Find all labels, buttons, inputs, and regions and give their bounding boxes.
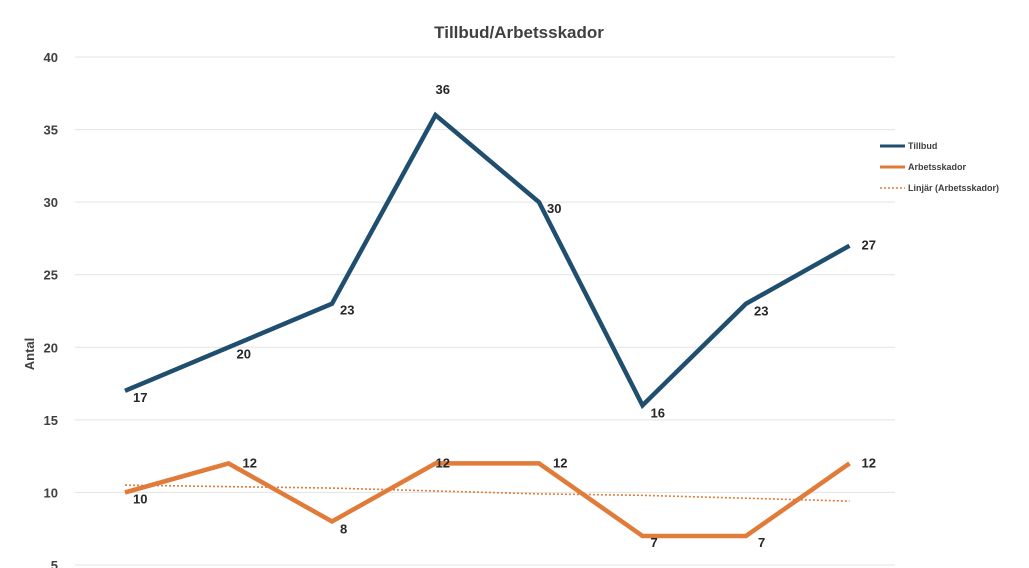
y-tick-label-30: 30 [44, 195, 58, 210]
series-line-tillbud [124, 111, 851, 410]
legend-label: Linjär (Arbetsskador) [908, 183, 999, 193]
y-tick-label-40: 40 [44, 50, 58, 65]
legend-label: Tillbud [908, 141, 937, 151]
series-line-arbetsskador [124, 460, 851, 539]
data-label: 12 [862, 455, 876, 470]
series-lines [124, 111, 851, 539]
data-label: 16 [651, 405, 665, 420]
y-tick-label-25: 25 [44, 268, 58, 283]
y-tick-label-10: 10 [44, 485, 58, 500]
data-label: 12 [243, 455, 257, 470]
y-axis-ticks: 5 10 15 20 25 30 35 40 [44, 50, 58, 568]
data-label: 36 [436, 82, 450, 97]
data-label: 20 [237, 346, 251, 361]
data-label: 17 [133, 390, 147, 405]
y-tick-label-20: 20 [44, 340, 58, 355]
y-tick-label-5: 5 [51, 558, 58, 568]
data-label: 23 [754, 304, 768, 319]
data-label: 30 [547, 201, 561, 216]
chart-title: Tillbud/Arbetsskador [434, 23, 604, 42]
y-axis-title: Antal [22, 338, 37, 371]
legend: Tillbud Arbetsskador Linjär (Arbetsskador) [880, 141, 999, 193]
data-label: 23 [340, 303, 354, 318]
data-label: 27 [862, 238, 876, 253]
data-label: 12 [436, 455, 450, 470]
y-tick-label-15: 15 [44, 413, 58, 428]
data-label: 8 [340, 521, 347, 536]
y-tick-label-35: 35 [44, 123, 58, 138]
series-line-linj-r-arbetsskador- [124, 484, 850, 502]
data-label: 7 [651, 535, 658, 550]
data-label: 7 [758, 535, 765, 550]
legend-label: Arbetsskador [908, 162, 967, 172]
data-label: 10 [133, 491, 147, 506]
grid-lines [75, 56, 895, 566]
data-labels: 17 20 23 36 30 16 23 27 10 12 8 12 12 7 7 12 [133, 82, 876, 550]
data-label: 12 [553, 455, 567, 470]
